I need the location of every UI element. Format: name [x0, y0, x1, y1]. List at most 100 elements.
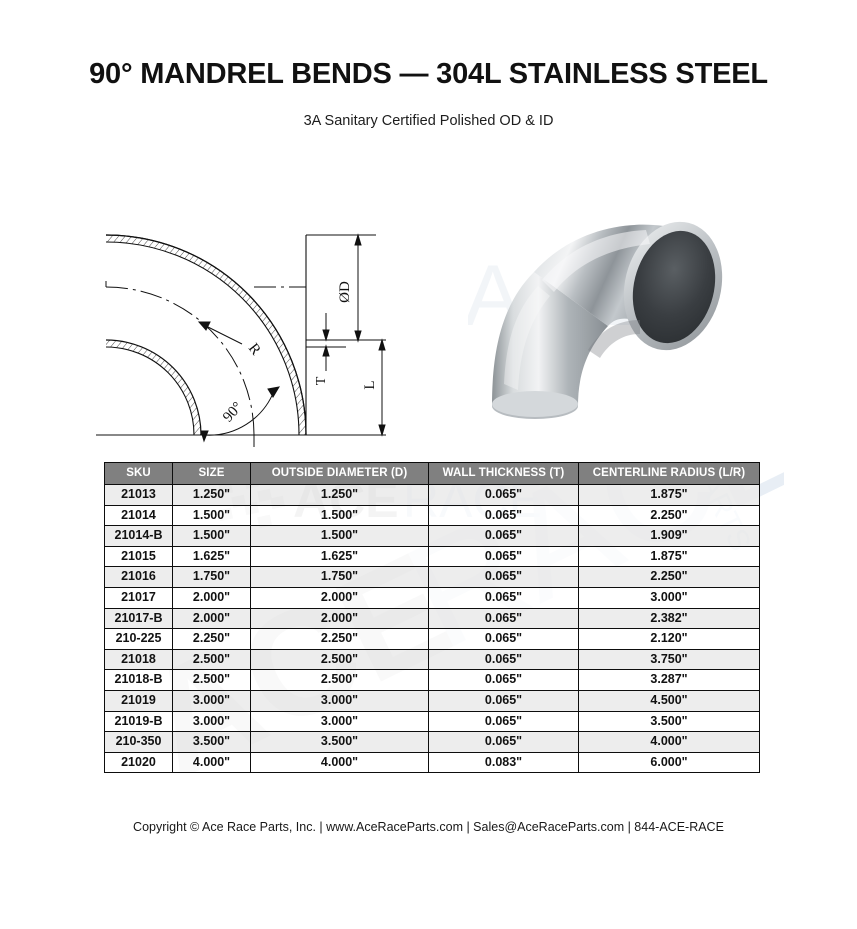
- cell-sku: 21014-B: [104, 525, 173, 547]
- column-header-outside-diameter: OUTSIDE DIAMETER (D): [250, 462, 429, 485]
- elbow-lower-leg: [492, 272, 608, 406]
- cell-od: 3.000": [250, 689, 429, 712]
- cell-sku: 21020: [104, 751, 173, 774]
- specular-highlight-leg: [504, 286, 550, 390]
- label-angle: 90°: [220, 399, 246, 425]
- cell-wall: 0.065": [428, 586, 579, 609]
- page-subtitle: 3A Sanitary Certified Polished OD & ID: [303, 113, 554, 129]
- cell-od: 1.625": [250, 545, 429, 568]
- cell-sku: 21019-B: [104, 710, 173, 733]
- table-row: 21013 1.250" 1.250" 0.065" 1.875": [104, 484, 760, 506]
- cell-clr: 4.000": [578, 731, 760, 753]
- cell-wall: 0.065": [428, 731, 579, 753]
- table-row: 21017-B 2.000" 2.000" 0.065" 2.382": [104, 607, 760, 630]
- cell-wall: 0.065": [428, 545, 579, 568]
- table-row: 21017 2.000" 2.000" 0.065" 3.000": [104, 586, 760, 609]
- dimension-diameter: [354, 233, 362, 343]
- cell-size: 2.500": [172, 669, 251, 691]
- table-row: 21016 1.750" 1.750" 0.065" 2.250": [104, 566, 760, 588]
- cell-sku: 21015: [104, 545, 173, 568]
- cell-clr: 1.909": [578, 525, 760, 547]
- page-header: 90° MANDREL BENDS — 304L STAINLESS STEEL…: [0, 0, 857, 129]
- column-header-sku: SKU: [104, 462, 173, 485]
- cell-clr: 2.382": [578, 607, 760, 630]
- cell-clr: 3.000": [578, 586, 760, 609]
- cell-wall: 0.065": [428, 504, 579, 527]
- product-photo-elbow: ACE PARTS: [468, 221, 723, 419]
- cell-sku: 210-350: [104, 731, 173, 753]
- cell-od: 1.750": [250, 566, 429, 588]
- page-title: 90° MANDREL BENDS — 304L STAINLESS STEEL: [89, 58, 768, 90]
- cell-wall: 0.065": [428, 669, 579, 691]
- cell-sku: 21017: [104, 586, 173, 609]
- cell-od: 2.250": [250, 628, 429, 650]
- cell-wall: 0.065": [428, 628, 579, 650]
- label-diameter: ØD: [337, 281, 353, 303]
- cell-sku: 21013: [104, 484, 173, 506]
- dimension-angle: [200, 386, 280, 443]
- wall-section-hatch-outer: [106, 235, 306, 435]
- column-header-wall-thickness: WALL THICKNESS (T): [428, 462, 579, 485]
- cell-size: 1.250": [172, 484, 251, 506]
- table-row: 210-225 2.250" 2.250" 0.065" 2.120": [104, 628, 760, 650]
- cell-wall: 0.065": [428, 484, 579, 506]
- column-header-size: SIZE: [172, 462, 251, 485]
- cell-clr: 4.500": [578, 689, 760, 712]
- cell-od: 3.000": [250, 710, 429, 733]
- dimension-leg-length: [378, 338, 386, 437]
- cell-sku: 21018-B: [104, 669, 173, 691]
- label-radius: R: [245, 341, 264, 359]
- cell-od: 1.250": [250, 484, 429, 506]
- cell-od: 1.500": [250, 504, 429, 527]
- table-row: 21015 1.625" 1.625" 0.065" 1.875": [104, 545, 760, 568]
- cell-clr: 2.250": [578, 566, 760, 588]
- cell-od: 2.000": [250, 586, 429, 609]
- table-row: 210-350 3.500" 3.500" 0.065" 4.000": [104, 731, 760, 753]
- table-row: 21018-B 2.500" 2.500" 0.065" 3.287": [104, 669, 760, 691]
- table-header-row: SKU SIZE OUTSIDE DIAMETER (D) WALL THICK…: [104, 462, 760, 485]
- cell-sku: 21014: [104, 504, 173, 527]
- cell-od: 4.000": [250, 751, 429, 774]
- label-leg-length: L: [362, 380, 378, 389]
- table-row: 21014-B 1.500" 1.500" 0.065" 1.909": [104, 525, 760, 547]
- cell-clr: 3.750": [578, 648, 760, 671]
- dimension-wall-thickness: [310, 313, 344, 371]
- wall-section-hatch-inner: [106, 340, 201, 435]
- cell-clr: 3.500": [578, 710, 760, 733]
- cell-clr: 2.120": [578, 628, 760, 650]
- cell-wall: 0.065": [428, 607, 579, 630]
- specifications-table: SKU SIZE OUTSIDE DIAMETER (D) WALL THICK…: [104, 462, 760, 774]
- cell-od: 2.500": [250, 648, 429, 671]
- cell-size: 2.000": [172, 586, 251, 609]
- cell-clr: 6.000": [578, 751, 760, 774]
- cell-size: 4.000": [172, 751, 251, 774]
- specular-highlight-top: [542, 230, 650, 292]
- page-footer: Copyright © Ace Race Parts, Inc. | www.A…: [0, 818, 857, 836]
- illustration-area: ACE RACE: [0, 175, 857, 529]
- dimension-radius: [197, 321, 243, 345]
- footer-copyright-text: Copyright © Ace Race Parts, Inc. | www.A…: [133, 820, 724, 834]
- cell-od: 3.500": [250, 731, 429, 753]
- cell-clr: 3.287": [578, 669, 760, 691]
- cell-clr: 1.875": [578, 484, 760, 506]
- cell-od: 2.000": [250, 607, 429, 630]
- cell-size: 1.625": [172, 545, 251, 568]
- cell-sku: 21019: [104, 689, 173, 712]
- table-row: 21019 3.000" 3.000" 0.065" 4.500": [104, 689, 760, 712]
- cell-sku: 210-225: [104, 628, 173, 650]
- cell-sku: 21017-B: [104, 607, 173, 630]
- cell-wall: 0.065": [428, 648, 579, 671]
- centerline: [105, 281, 255, 447]
- table-row: 21018 2.500" 2.500" 0.065" 3.750": [104, 648, 760, 671]
- cell-size: 2.250": [172, 628, 251, 650]
- cell-sku: 21016: [104, 566, 173, 588]
- elbow-bore: [632, 230, 716, 344]
- cell-size: 2.000": [172, 607, 251, 630]
- cell-size: 1.500": [172, 525, 251, 547]
- cell-wall: 0.083": [428, 751, 579, 774]
- cell-od: 1.500": [250, 525, 429, 547]
- shadow-inner-curve: [588, 320, 640, 358]
- cell-wall: 0.065": [428, 689, 579, 712]
- bend-technical-drawing: ØD T L R 90°: [96, 233, 386, 447]
- spec-table-container: ACE RACE PARTS SKU SIZE OUTSIDE DIAMETER…: [104, 462, 784, 775]
